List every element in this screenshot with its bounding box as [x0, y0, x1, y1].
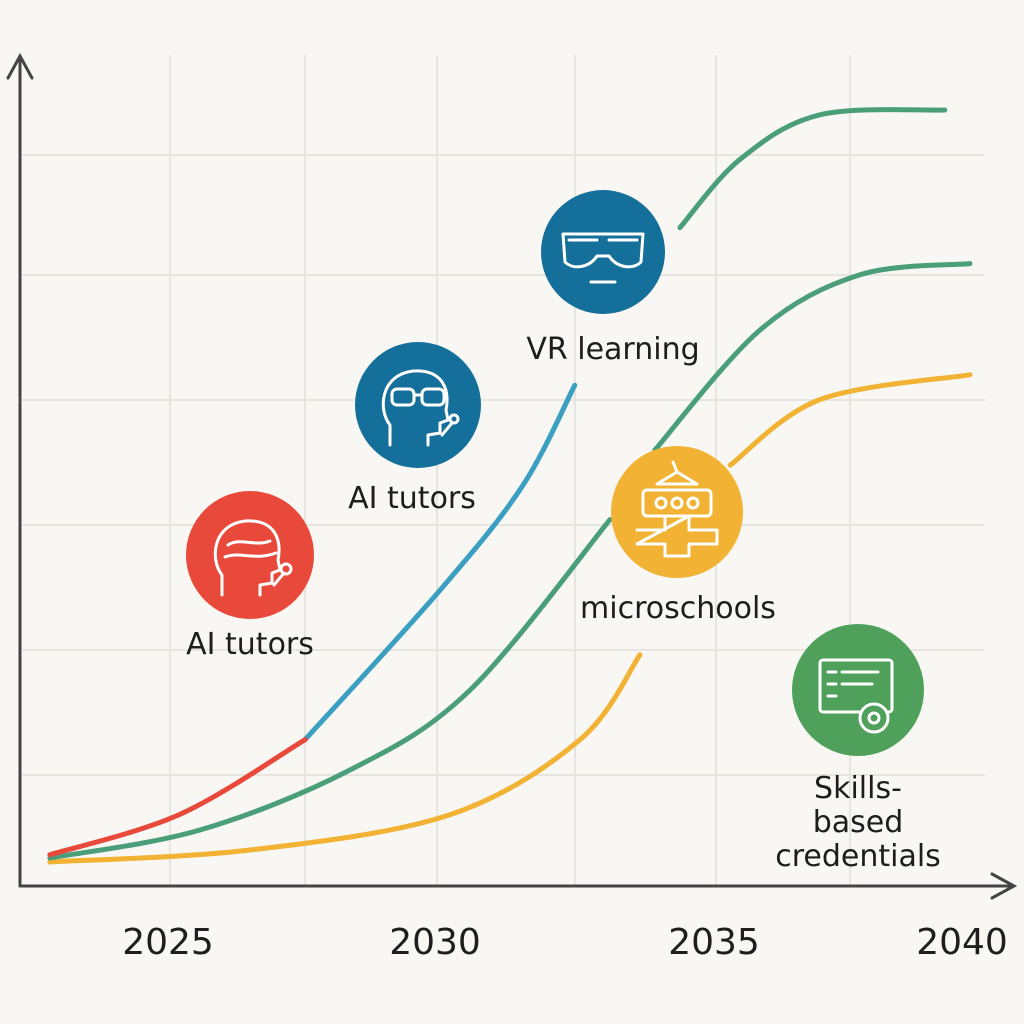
icon-glyph: [213, 519, 293, 597]
annotation-label: AI tutors: [186, 627, 314, 662]
icon-circle: [792, 624, 924, 756]
series-line: [677, 107, 948, 231]
series-line: [727, 372, 973, 468]
icon-glyph: [561, 232, 645, 284]
x-tick-label: 2040: [916, 922, 1008, 963]
head-with-glasses-icon: [355, 342, 481, 468]
robot-building-icon: [611, 446, 743, 578]
x-tick-label: 2035: [668, 922, 760, 963]
annotation-label: AI tutors: [348, 481, 476, 516]
icon-glyph: [635, 460, 719, 558]
icon-circle: [355, 342, 481, 468]
series-line: [47, 517, 613, 861]
icon-glyph: [381, 369, 460, 447]
x-tick-label: 2025: [122, 922, 214, 963]
icon-circle: [541, 190, 665, 314]
annotation-label: microschools: [580, 591, 776, 626]
series-line: [302, 382, 578, 743]
y-axis: [6, 52, 34, 888]
annotation-label: VR learning: [526, 332, 700, 367]
x-tick-label: 2030: [389, 922, 481, 963]
vr-goggles-icon: [541, 190, 665, 314]
series-line: [47, 737, 308, 858]
head-with-headset-icon: [186, 491, 314, 619]
series-line: [47, 652, 643, 865]
certificate-icon: [792, 624, 924, 756]
annotation-label: Skills-based credentials: [775, 771, 941, 874]
icon-circle: [611, 446, 743, 578]
icon-glyph: [818, 658, 894, 734]
x-axis: [18, 872, 1018, 900]
series-line: [652, 261, 973, 453]
